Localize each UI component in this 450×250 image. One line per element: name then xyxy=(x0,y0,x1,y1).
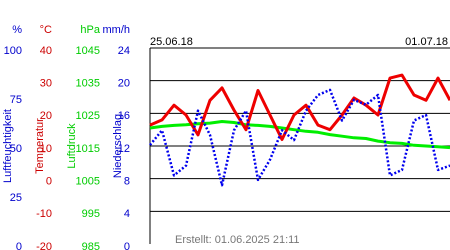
y-tick-label: 8 xyxy=(124,176,130,188)
y-tick-label: 0 xyxy=(124,241,130,250)
footer: Erstellt: 01.06.2025 21:11 xyxy=(175,234,300,246)
y-tick-label: 24 xyxy=(118,45,130,57)
axis-unit: °C xyxy=(40,24,52,36)
date-end: 01.07.18 xyxy=(405,36,448,48)
y-tick-label: 12 xyxy=(118,143,130,155)
y-tick-label: 30 xyxy=(40,78,52,90)
y-tick-label: 0 xyxy=(46,176,52,188)
y-tick-label: 1025 xyxy=(76,110,100,122)
axis-unit: mm/h xyxy=(103,24,131,36)
y-tick-label: 40 xyxy=(40,45,52,57)
y-tick-label: 0 xyxy=(16,241,22,250)
series-line xyxy=(149,88,450,187)
axis-label: Luftdruck xyxy=(66,123,78,169)
y-tick-label: 985 xyxy=(82,241,100,250)
y-tick-label: 50 xyxy=(10,143,22,155)
y-tick-label: 25 xyxy=(10,192,22,204)
y-tick-label: 1005 xyxy=(76,176,100,188)
y-tick-label: 16 xyxy=(118,110,130,122)
date-start: 25.06.18 xyxy=(150,36,193,48)
series-line xyxy=(149,120,450,150)
y-tick-label: 20 xyxy=(118,78,130,90)
y-tick-label: -10 xyxy=(36,208,52,220)
axis-label: Luftfeuchtigkeit xyxy=(2,109,14,183)
y-tick-label: 1015 xyxy=(76,143,100,155)
y-tick-label: 4 xyxy=(124,208,130,220)
y-tick-label: 1045 xyxy=(76,45,100,57)
axis-label: Niederschlag xyxy=(112,114,124,178)
y-tick-label: -20 xyxy=(36,241,52,250)
y-tick-label: 1035 xyxy=(76,78,100,90)
axis-label: Temperatur xyxy=(34,118,46,174)
y-tick-label: 100 xyxy=(4,45,22,57)
axis-unit: % xyxy=(12,24,22,36)
series-line xyxy=(149,73,450,141)
axis-unit: hPa xyxy=(80,24,100,36)
y-tick-label: 995 xyxy=(82,208,100,220)
y-tick-label: 75 xyxy=(10,94,22,106)
y-tick-label: 20 xyxy=(40,110,52,122)
y-tick-label: 10 xyxy=(40,143,52,155)
